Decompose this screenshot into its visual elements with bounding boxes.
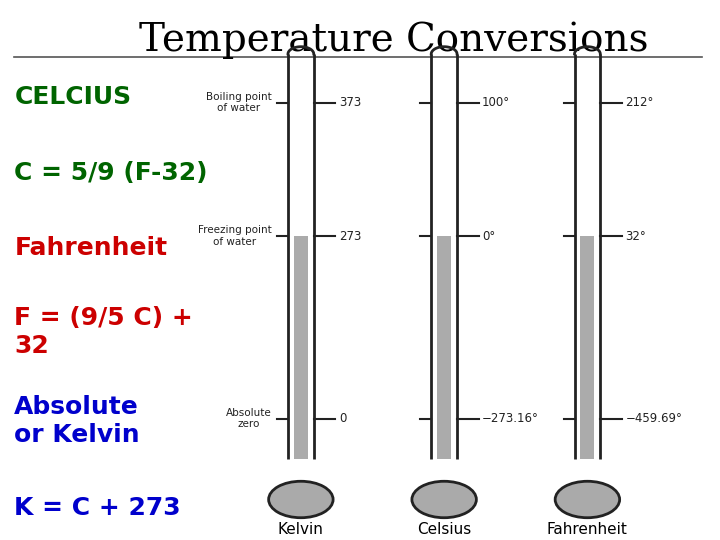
Text: Absolute
zero: Absolute zero [226,408,271,429]
Text: 0°: 0° [482,230,495,243]
Text: K = C + 273: K = C + 273 [14,496,181,519]
Text: CELCIUS: CELCIUS [14,85,132,109]
Text: F = (9/5 C) +
32: F = (9/5 C) + 32 [14,306,193,358]
Text: Fahrenheit: Fahrenheit [14,237,168,260]
Text: Celsius: Celsius [417,522,472,537]
Text: Freezing point
of water: Freezing point of water [198,226,271,247]
Text: 32°: 32° [626,230,646,243]
Bar [437,237,451,459]
Bar [294,237,308,459]
Text: 373: 373 [339,96,361,109]
Text: Temperature Conversions: Temperature Conversions [139,22,649,59]
Ellipse shape [555,481,620,518]
Bar [580,237,595,459]
Text: 100°: 100° [482,96,510,109]
Text: 212°: 212° [626,96,654,109]
Text: −459.69°: −459.69° [626,412,683,425]
Text: C = 5/9 (F-32): C = 5/9 (F-32) [14,161,208,185]
Text: Absolute
or Kelvin: Absolute or Kelvin [14,395,140,447]
Text: Fahrenheit: Fahrenheit [547,522,628,537]
Text: 273: 273 [339,230,361,243]
Ellipse shape [412,481,477,518]
Text: Boiling point
of water: Boiling point of water [206,92,271,113]
Ellipse shape [269,481,333,518]
Text: −273.16°: −273.16° [482,412,539,425]
Text: 0: 0 [339,412,346,425]
Text: Kelvin: Kelvin [278,522,324,537]
